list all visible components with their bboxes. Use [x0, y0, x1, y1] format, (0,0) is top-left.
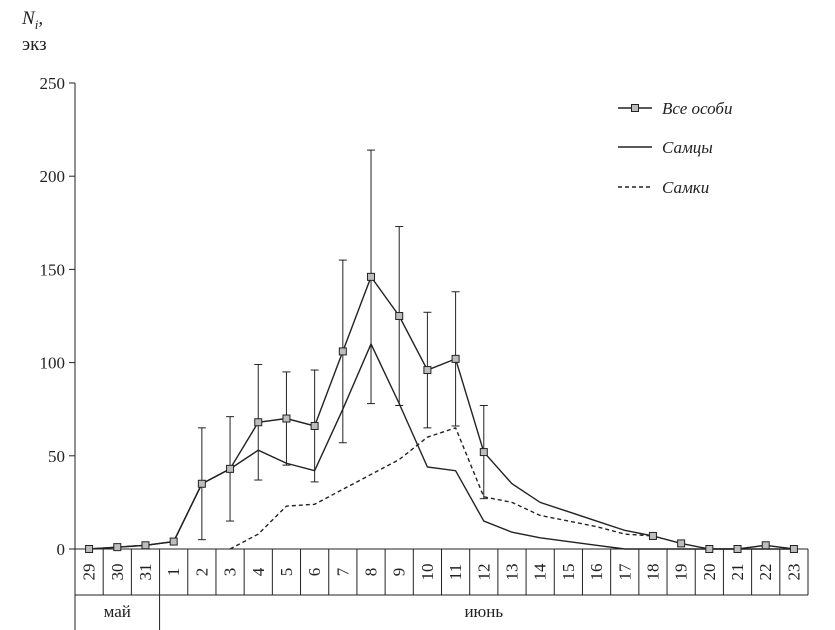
x-tick-label: 5	[277, 568, 296, 577]
series-all-point	[789, 545, 798, 553]
legend-label: Все особи	[662, 99, 732, 118]
series-all-point	[226, 464, 235, 473]
x-tick-label: 4	[249, 567, 268, 576]
x-tick-label: 31	[136, 564, 155, 581]
x-tick-label: 16	[587, 564, 606, 581]
series-all-point	[169, 537, 178, 546]
series-all-point	[648, 531, 657, 540]
x-tick-label: 29	[80, 564, 99, 581]
x-tick-label: 7	[333, 567, 352, 576]
month-label: май	[104, 602, 131, 621]
x-tick-label: 6	[305, 568, 324, 577]
x-category-cells: 29 30 31 1 2 3 4 5 6 7 8 9 10 11 12 13 14 15 16 17 18 19 20 21 2…	[74, 549, 809, 595]
series-lines	[89, 275, 794, 550]
x-tick-label: 19	[672, 564, 691, 581]
x-tick-label: 14	[531, 563, 550, 581]
x-tick-label: 22	[756, 564, 775, 581]
x-tick-label: 15	[559, 564, 578, 581]
series-all-point	[733, 545, 742, 553]
legend-marker	[631, 104, 639, 112]
series-all-point	[113, 543, 122, 552]
series-all-point	[705, 545, 714, 553]
x-tick-label: 12	[474, 564, 493, 581]
x-tick-label: 8	[362, 568, 381, 577]
x-tick-label: 3	[221, 568, 240, 577]
x-tick-label: 20	[700, 564, 719, 581]
y-ticks: 0 50 100 150 200 250	[40, 74, 75, 559]
series-all-point	[479, 448, 488, 457]
y-tick-label: 50	[48, 447, 65, 466]
series-all-point	[85, 545, 94, 553]
series-all-tail-line	[483, 451, 654, 537]
x-tick-label: 2	[192, 568, 211, 577]
y-axis-label-symbol: Ni,	[21, 8, 43, 32]
series-all-point	[310, 421, 319, 430]
series-markers	[85, 272, 798, 553]
series-all-line	[652, 535, 794, 550]
x-tick-label: 13	[502, 564, 521, 581]
x-tick-label: 17	[615, 563, 634, 581]
month-label: июнь	[464, 602, 503, 621]
x-tick-label: 21	[728, 564, 747, 581]
x-tick-label: 1	[164, 568, 183, 577]
legend-label: Самки	[662, 178, 709, 197]
x-tick-label: 23	[784, 564, 803, 581]
series-all-point	[677, 539, 686, 548]
legend: Все особи Самцы Самки	[618, 99, 732, 197]
series-all-point	[367, 272, 376, 281]
series-males-line	[89, 342, 794, 550]
y-tick-label: 0	[57, 540, 66, 559]
series-all-point	[395, 312, 404, 320]
x-tick-label: 30	[108, 564, 127, 581]
error-bars	[197, 149, 488, 541]
y-tick-label: 250	[40, 74, 66, 93]
axes	[74, 83, 808, 630]
series-all-point	[423, 366, 432, 375]
x-tick-label: 18	[643, 564, 662, 581]
x-tick-label: 9	[390, 568, 409, 577]
y-tick-label: 200	[40, 167, 66, 186]
month-labels: май июнь	[104, 595, 503, 630]
series-all-point	[254, 418, 263, 427]
series-all-point	[338, 347, 347, 356]
series-all-point	[451, 354, 460, 363]
legend-label: Самцы	[662, 138, 713, 157]
series-all-point	[761, 541, 770, 550]
y-tick-label: 150	[40, 260, 66, 279]
x-tick-label: 10	[418, 564, 437, 581]
series-females-line	[229, 426, 653, 550]
series-all-point	[197, 479, 206, 488]
series-all-point	[141, 541, 150, 550]
series-all-point	[282, 414, 291, 423]
y-tick-label: 100	[40, 354, 66, 373]
y-axis-label-unit: экз	[22, 34, 47, 55]
x-tick-label: 11	[446, 564, 465, 580]
